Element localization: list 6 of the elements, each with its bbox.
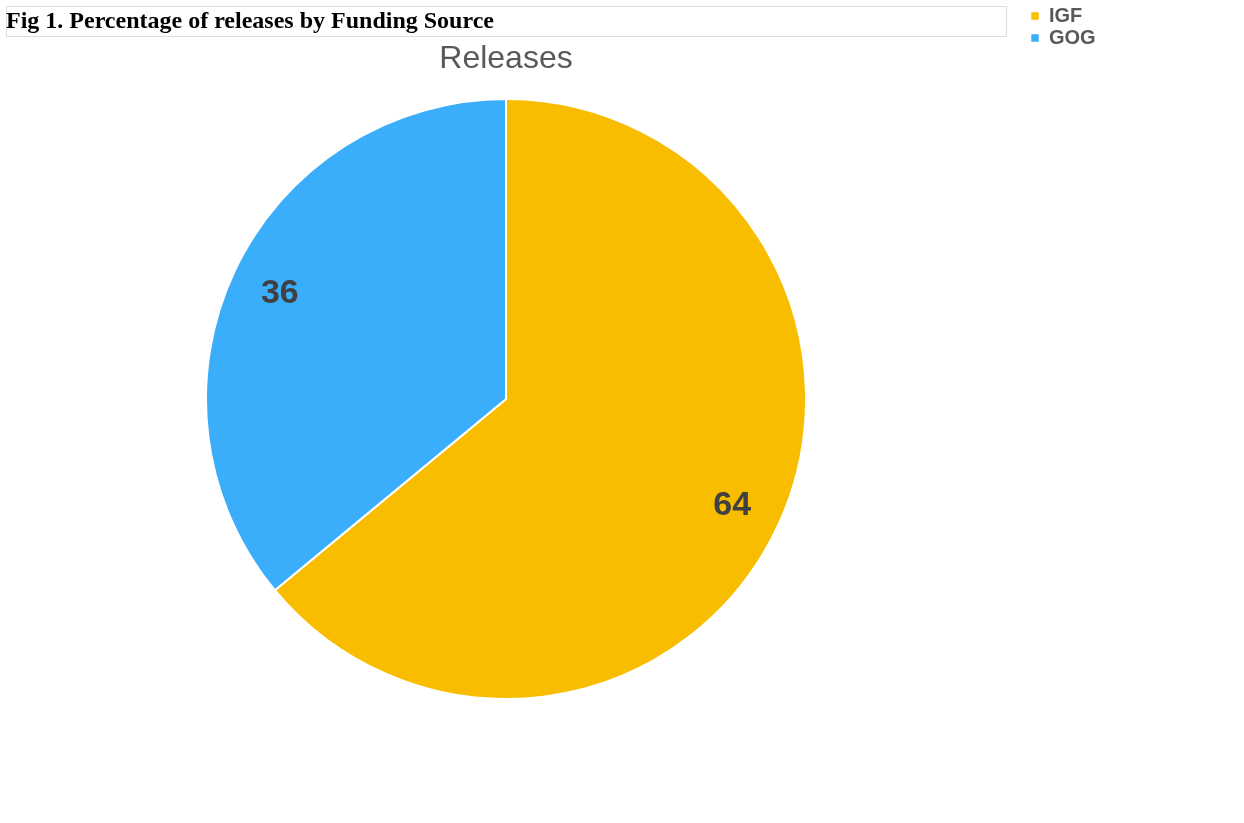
caption: Fig 1. Percentage of releases by Funding Source <box>6 7 495 33</box>
legend-label: GOG <box>1049 26 1096 48</box>
data-label: 36 <box>260 271 299 310</box>
text: Releases <box>439 39 573 75</box>
data-label: 64 <box>713 484 752 523</box>
legend-label: IGF <box>1049 4 1083 26</box>
